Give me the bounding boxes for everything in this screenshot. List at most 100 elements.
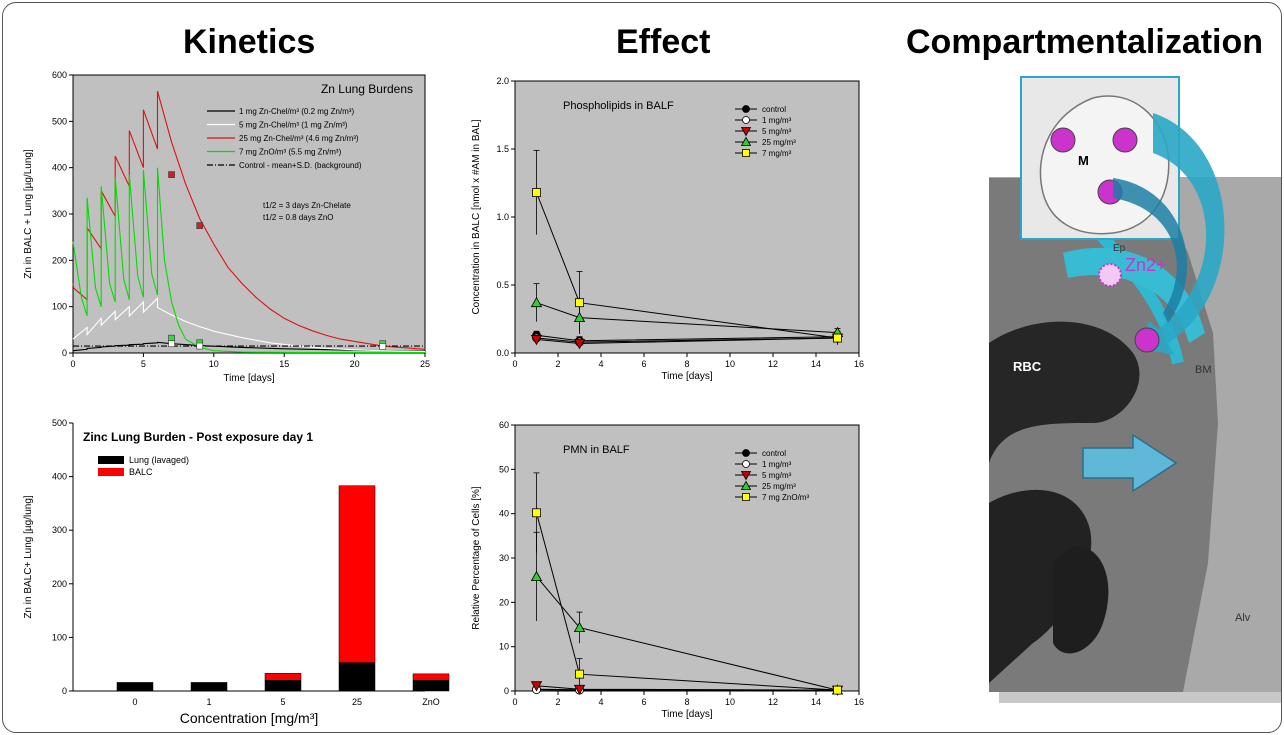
x-tick-label: 8 <box>684 359 689 369</box>
dotted-particle <box>1098 263 1122 287</box>
data-point <box>742 149 750 157</box>
data-point <box>833 333 842 343</box>
data-point <box>573 339 586 350</box>
annotation-text: t1/2 = 0.8 days ZnO <box>263 213 333 222</box>
diffusion-arrow <box>1082 433 1178 493</box>
bar-segment <box>338 662 376 692</box>
data-point <box>379 343 387 350</box>
legend-label: 25 mg/m³ <box>762 482 796 491</box>
y-tick-label: 500 <box>52 116 67 126</box>
nucleus <box>1053 546 1109 654</box>
x-tick-label: 1 <box>206 697 211 707</box>
data-point <box>532 188 541 197</box>
data-point <box>742 105 750 113</box>
y-tick-label: 0 <box>62 348 67 358</box>
data-point <box>196 342 204 350</box>
x-tick-label: 25 <box>420 359 430 369</box>
zinc-burden-bar-chart: 0 100 200 300 400 500 0 1 5 25 ZnO Zinc Lung Burden… <box>23 418 450 726</box>
data-point <box>742 460 750 468</box>
data-point <box>742 449 750 457</box>
inner-arrow <box>1113 178 1188 323</box>
transport-arrow <box>1138 113 1225 355</box>
legend-label: 25 mg Zn-Chel/m³ (4.6 mg Zn/m³) <box>239 134 359 143</box>
bar-segment <box>412 680 450 692</box>
y-tick-label: 100 <box>52 302 67 312</box>
bar-segment <box>116 682 154 692</box>
x-tick-label: 5 <box>280 697 285 707</box>
plot-area <box>72 74 426 354</box>
y-tick-label: 200 <box>52 255 67 265</box>
x-axis-label: Concentration [mg/m³] <box>180 710 319 726</box>
x-tick-label: 6 <box>641 359 646 369</box>
y-tick-label: 2.0 <box>496 76 509 86</box>
data-point <box>196 222 204 229</box>
legend-swatch <box>98 468 124 476</box>
x-tick-label: 0 <box>512 697 517 707</box>
data-point <box>530 681 543 692</box>
x-tick-label: 4 <box>598 697 603 707</box>
series-line <box>72 167 425 354</box>
zinc-dot <box>1112 127 1138 153</box>
data-point <box>530 296 543 308</box>
phospholipids-chart: 0 2 4 6 8 10 12 14 16 0.0 0.5 1.0 1.5 2.0 Time [days] C… <box>471 76 864 382</box>
y-axis-label: Concentration in BALC [nmol x #AM in BAL… <box>471 119 482 314</box>
legend-swatch <box>98 456 124 464</box>
legend-label: Control - mean+S.D. (background) <box>239 161 362 170</box>
data-point <box>168 340 175 348</box>
chart-title: PMN in BALF <box>563 444 630 456</box>
x-tick-label: 0 <box>512 359 517 369</box>
bar-segment <box>338 485 376 663</box>
x-tick-label: 2 <box>555 359 560 369</box>
plot-area <box>514 424 860 692</box>
data-point <box>740 471 752 481</box>
compartmentalization-title: Compartmentalization <box>906 23 1264 61</box>
legend-label: 7 mg/m³ <box>762 149 792 158</box>
y-tick-label: 10 <box>499 642 509 652</box>
series-line <box>72 341 426 352</box>
bar-segment <box>190 682 228 692</box>
y-tick-label: 400 <box>52 472 67 482</box>
data-point <box>833 685 842 695</box>
y-tick-label: 1.0 <box>496 212 509 222</box>
x-axis-label: Time [days] <box>661 371 713 382</box>
y-tick-label: 500 <box>52 418 67 428</box>
rbc-label: RBC <box>1013 359 1042 374</box>
legend-label: 25 mg/m³ <box>762 138 796 147</box>
rbc-upper <box>989 321 1140 463</box>
x-tick-label: 12 <box>768 697 778 707</box>
y-tick-label: 600 <box>52 70 67 80</box>
x-tick-label: 10 <box>725 697 735 707</box>
x-axis-label: Time [days] <box>661 709 713 720</box>
legend-label: 7 mg ZnO/m³ <box>762 493 809 502</box>
plot-area <box>514 80 860 354</box>
data-point <box>530 570 543 582</box>
data-point <box>742 116 750 124</box>
macrophage-label: M <box>1078 153 1089 168</box>
x-tick-label: 14 <box>811 359 821 369</box>
x-tick-label: 16 <box>854 697 864 707</box>
y-tick-label: 30 <box>499 553 509 563</box>
x-tick-label: 10 <box>725 359 735 369</box>
y-axis-label: Relative Percentage of Cells [%] <box>471 486 482 630</box>
x-tick-label: 20 <box>350 359 360 369</box>
y-tick-label: 300 <box>52 525 67 535</box>
x-tick-label: 12 <box>768 359 778 369</box>
kinetics-title: Kinetics <box>183 23 316 61</box>
data-point <box>573 311 586 323</box>
legend-label: 1 mg Zn-Chel/m³ (0.2 mg Zn/m³) <box>239 107 354 116</box>
data-point <box>742 493 750 501</box>
bar-segment <box>264 680 302 692</box>
y-axis-label: Zn in BALC+ Lung [µg/lung] <box>23 495 34 619</box>
data-point <box>573 621 586 633</box>
legend-label: 1 mg/m³ <box>762 460 792 469</box>
legend-label: Lung (lavaged) <box>129 455 189 465</box>
chart-title: Zn Lung Burdens <box>321 82 413 96</box>
chart-title: Phospholipids in BALF <box>563 100 674 112</box>
y-tick-label: 50 <box>499 464 509 474</box>
effect-title: Effect <box>616 23 711 61</box>
rbc-lower <box>989 489 1092 683</box>
basement-membrane-label: BM <box>1195 364 1212 376</box>
legend-label: 5 mg/m³ <box>762 471 792 480</box>
y-tick-label: 300 <box>52 209 67 219</box>
